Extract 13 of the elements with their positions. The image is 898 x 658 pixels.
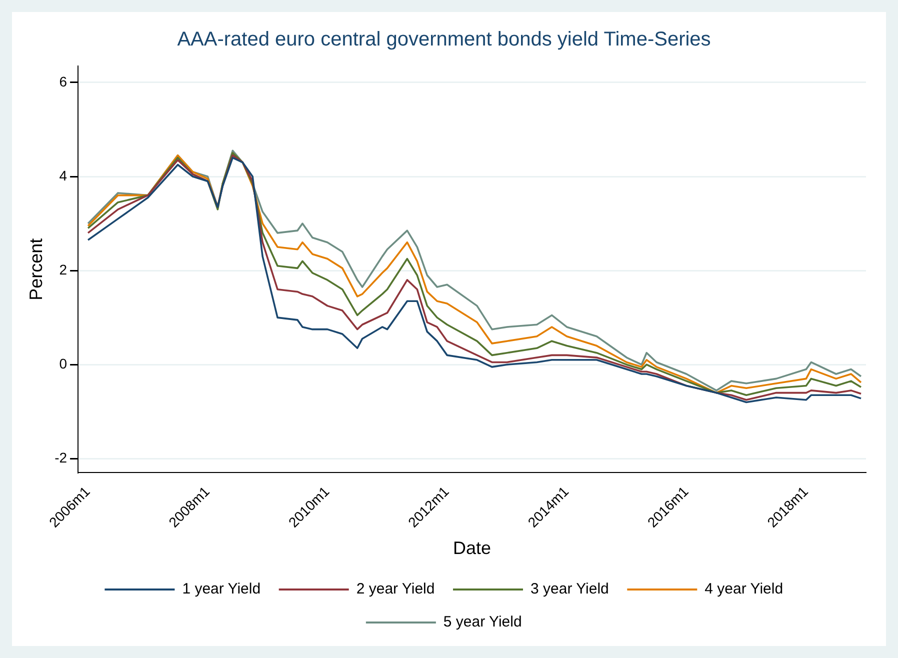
legend-label: 2 year Yield <box>356 580 435 598</box>
y-tick-label: 6 <box>59 73 68 90</box>
y-tick-label: 2 <box>59 261 68 278</box>
legend-label: 3 year Yield <box>530 580 609 598</box>
y-tick-label: -2 <box>54 450 68 466</box>
legend-label: 5 year Yield <box>443 614 522 631</box>
chart-title: AAA-rated euro central government bonds yield Time-Series <box>177 28 711 51</box>
legend-label: 1 year Yield <box>182 580 261 598</box>
legend-label: 4 year Yield <box>704 580 784 598</box>
y-tick-label: 0 <box>59 355 68 372</box>
x-axis-title: Date <box>453 538 492 558</box>
y-tick-label: 4 <box>59 167 68 184</box>
y-axis-title: Percent <box>26 238 46 300</box>
